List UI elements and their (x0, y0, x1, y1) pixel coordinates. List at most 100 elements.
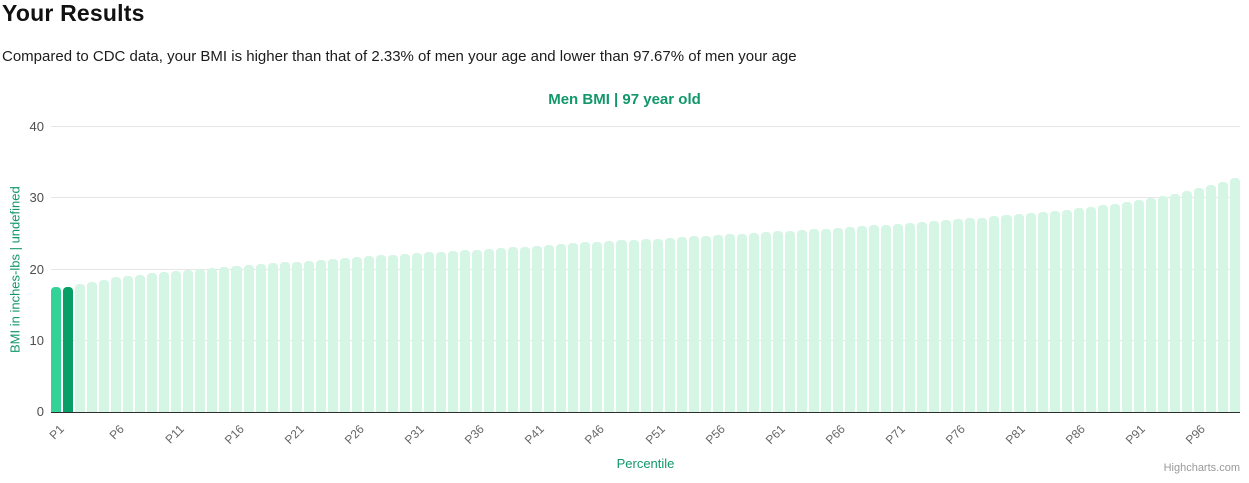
bar-P63[interactable] (796, 229, 807, 412)
bar-P9[interactable] (147, 273, 158, 412)
bar-P39[interactable] (508, 247, 519, 412)
bar-P75[interactable] (941, 220, 952, 412)
bar-P11[interactable] (171, 270, 182, 412)
bar-P78[interactable] (977, 217, 988, 412)
bar-P59[interactable] (748, 232, 759, 412)
bar-P84[interactable] (1049, 210, 1060, 412)
bar-P30[interactable] (399, 253, 410, 412)
bar-P89[interactable] (1109, 203, 1120, 412)
bar-P22[interactable] (303, 260, 314, 412)
bar-P24[interactable] (327, 258, 338, 412)
bar-P49[interactable] (628, 239, 639, 412)
bar-P6[interactable] (111, 277, 122, 412)
bar-P91[interactable] (1133, 200, 1144, 412)
bar-P62[interactable] (784, 230, 795, 412)
bar-P45[interactable] (580, 242, 591, 412)
bar-P58[interactable] (736, 233, 747, 412)
bar-P10[interactable] (159, 271, 170, 412)
bar-P46[interactable] (592, 241, 603, 412)
bar-P88[interactable] (1097, 205, 1108, 412)
bar-P12[interactable] (183, 269, 194, 412)
bar-P40[interactable] (520, 246, 531, 412)
bar-P73[interactable] (917, 221, 928, 412)
bar-P52[interactable] (664, 237, 675, 412)
bar-P38[interactable] (496, 248, 507, 412)
bar-P61[interactable] (772, 231, 783, 412)
bar-P20[interactable] (279, 262, 290, 412)
bar-P57[interactable] (724, 234, 735, 412)
bar-P15[interactable] (219, 267, 230, 412)
bar-P35[interactable] (460, 250, 471, 412)
bar-P32[interactable] (423, 252, 434, 412)
bar-P29[interactable] (387, 254, 398, 412)
bar-P5[interactable] (99, 280, 110, 412)
bar-P50[interactable] (640, 238, 651, 412)
bar-P67[interactable] (845, 227, 856, 412)
bar-P42[interactable] (544, 244, 555, 412)
bar-P27[interactable] (363, 256, 374, 412)
bar-P71[interactable] (893, 223, 904, 412)
bar-P82[interactable] (1025, 213, 1036, 412)
bar-P72[interactable] (905, 222, 916, 412)
bar-P94[interactable] (1169, 193, 1180, 412)
bar-P60[interactable] (760, 232, 771, 412)
bar-P90[interactable] (1121, 201, 1132, 412)
bar-P68[interactable] (857, 226, 868, 412)
bar-P66[interactable] (833, 227, 844, 412)
bar-P33[interactable] (436, 251, 447, 412)
bar-P92[interactable] (1145, 198, 1156, 412)
bar-P44[interactable] (568, 243, 579, 412)
bar-P8[interactable] (135, 274, 146, 412)
bar-P7[interactable] (123, 275, 134, 412)
bar-P4[interactable] (87, 282, 98, 412)
bar-P37[interactable] (484, 248, 495, 412)
bar-P31[interactable] (411, 253, 422, 412)
bar-P80[interactable] (1001, 215, 1012, 412)
bar-P18[interactable] (255, 264, 266, 412)
bar-P23[interactable] (315, 259, 326, 412)
bar-P21[interactable] (291, 261, 302, 412)
bar-P47[interactable] (604, 241, 615, 412)
bar-P74[interactable] (929, 221, 940, 412)
bar-P86[interactable] (1073, 208, 1084, 412)
bar-P65[interactable] (821, 228, 832, 412)
bar-P98[interactable] (1218, 181, 1229, 412)
bar-P48[interactable] (616, 240, 627, 412)
bar-P54[interactable] (688, 236, 699, 412)
bar-P1[interactable] (51, 287, 62, 412)
bar-P53[interactable] (676, 237, 687, 412)
bar-P56[interactable] (712, 234, 723, 412)
bar-P81[interactable] (1013, 214, 1024, 412)
bar-P41[interactable] (532, 245, 543, 412)
bar-P79[interactable] (989, 216, 1000, 412)
bar-P76[interactable] (953, 219, 964, 412)
bar-P2[interactable] (63, 286, 74, 412)
bar-P3[interactable] (75, 283, 86, 412)
bar-P43[interactable] (556, 243, 567, 412)
bar-P34[interactable] (448, 250, 459, 412)
bar-P69[interactable] (869, 225, 880, 412)
bar-P99[interactable] (1230, 177, 1241, 412)
bar-P96[interactable] (1193, 188, 1204, 412)
bar-P83[interactable] (1037, 212, 1048, 412)
bar-P19[interactable] (267, 263, 278, 412)
bar-P97[interactable] (1206, 185, 1217, 412)
bar-P95[interactable] (1181, 191, 1192, 412)
bar-P51[interactable] (652, 238, 663, 412)
bar-P55[interactable] (700, 235, 711, 412)
bar-P13[interactable] (195, 268, 206, 412)
bar-P87[interactable] (1085, 206, 1096, 412)
bar-P26[interactable] (351, 257, 362, 412)
highcharts-credit[interactable]: Highcharts.com (1163, 462, 1240, 474)
bar-P85[interactable] (1061, 209, 1072, 412)
bar-P93[interactable] (1157, 196, 1168, 412)
bar-P64[interactable] (808, 229, 819, 412)
bar-P28[interactable] (375, 255, 386, 412)
bar-P17[interactable] (243, 265, 254, 412)
bar-P14[interactable] (207, 268, 218, 412)
bar-P70[interactable] (881, 224, 892, 412)
bar-P16[interactable] (231, 265, 242, 412)
bar-P77[interactable] (965, 218, 976, 412)
bar-P36[interactable] (472, 249, 483, 412)
bar-P25[interactable] (339, 258, 350, 412)
